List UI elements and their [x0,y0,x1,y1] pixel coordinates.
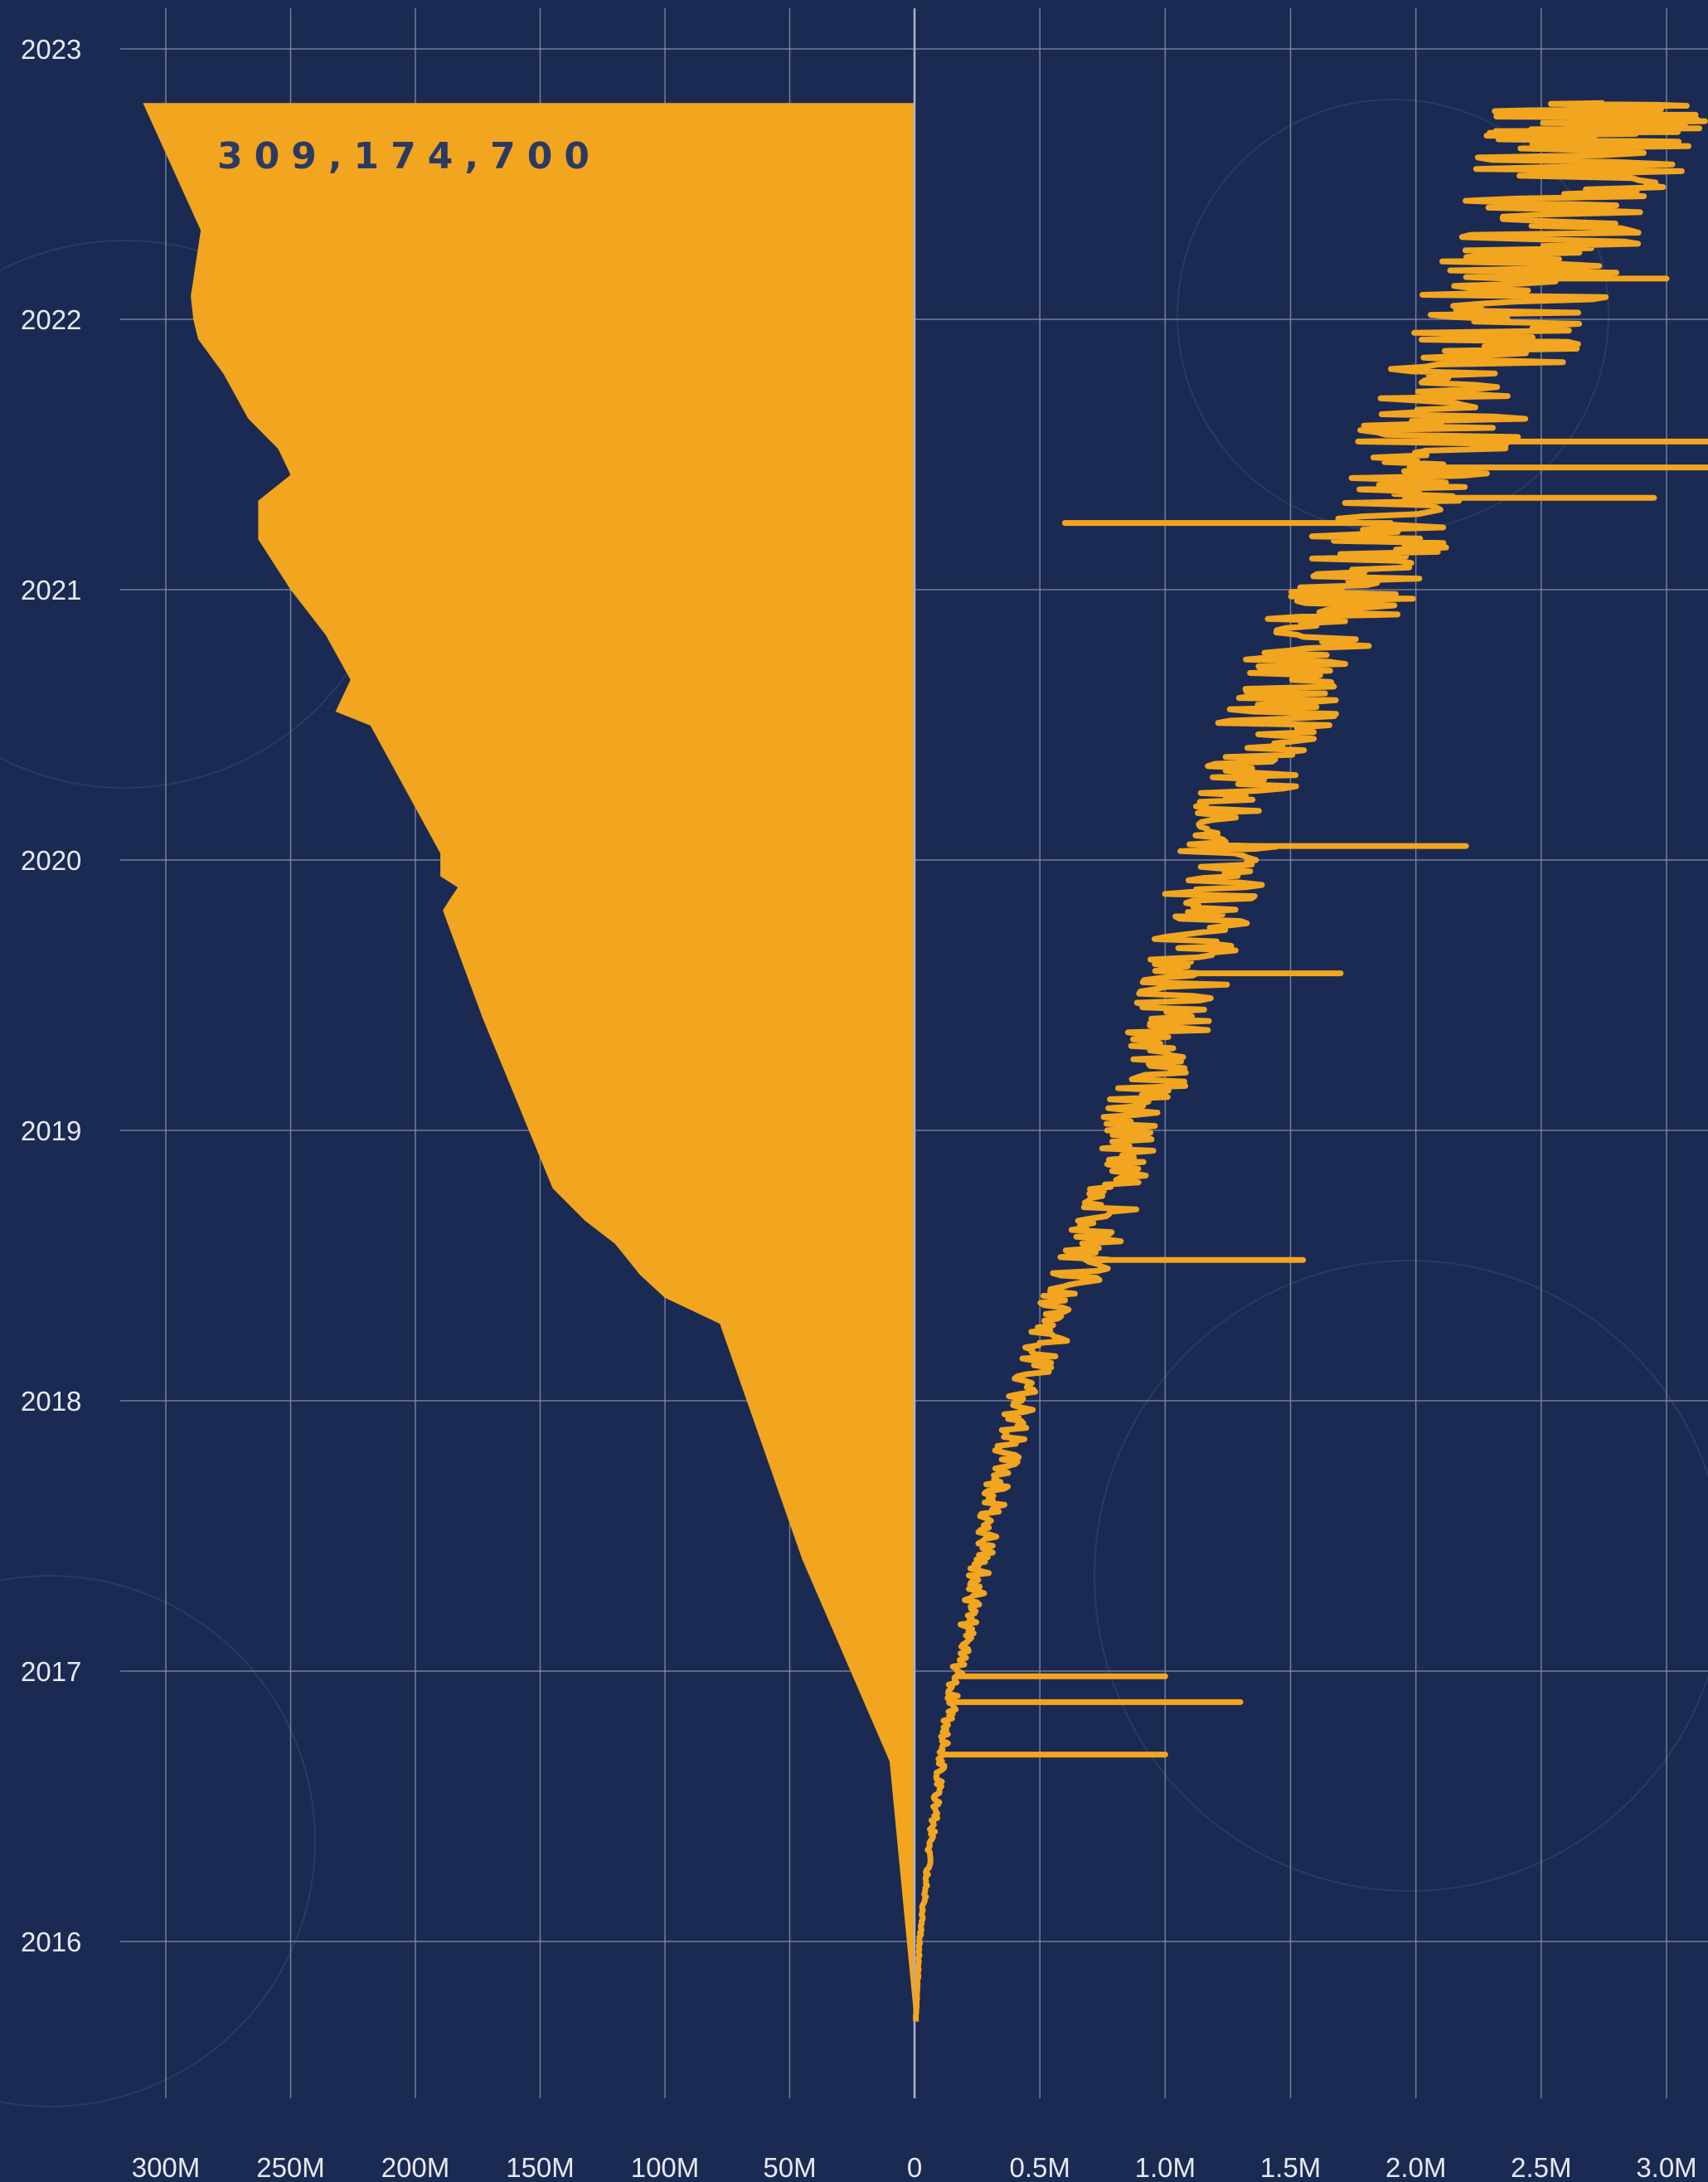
x-tick-label-left: 300M [132,2152,201,2182]
y-tick-label: 2021 [21,575,81,605]
line-series [913,100,1708,2023]
daily-line-series [913,100,1708,2023]
x-tick-label-left: 200M [381,2152,450,2182]
y-tick-label: 2018 [21,1386,81,1417]
x-tick-label-right: 0.5M [1009,2152,1070,2182]
y-tick-label: 2020 [21,845,81,876]
x-tick-label-right: 3.0M [1636,2152,1696,2182]
area-series [143,103,915,2022]
x-tick-label-right: 1.0M [1135,2152,1196,2182]
x-tick-label-left: 250M [256,2152,325,2182]
axis-labels: 2016 2017 2018 2019 2020 2021 2022 2023 300M 250M… [21,34,1697,2182]
x-tick-label-left: 0 [907,2152,922,2182]
x-tick-label-right: 2.0M [1385,2152,1446,2182]
x-tick-label-left: 150M [506,2152,575,2182]
total-annotation: 309,174,700 [217,135,601,177]
x-tick-label-left: 50M [763,2152,816,2182]
y-tick-label: 2017 [21,1656,81,1687]
y-tick-label: 2023 [21,34,81,65]
y-tick-label: 2019 [21,1115,81,1146]
x-tick-label-right: 1.5M [1260,2152,1321,2182]
y-tick-label: 2016 [21,1927,81,1957]
x-tick-label-left: 100M [631,2152,700,2182]
cumulative-area-series [143,103,915,2022]
y-tick-label: 2022 [21,304,81,335]
x-tick-label-right: 2.5M [1511,2152,1571,2182]
